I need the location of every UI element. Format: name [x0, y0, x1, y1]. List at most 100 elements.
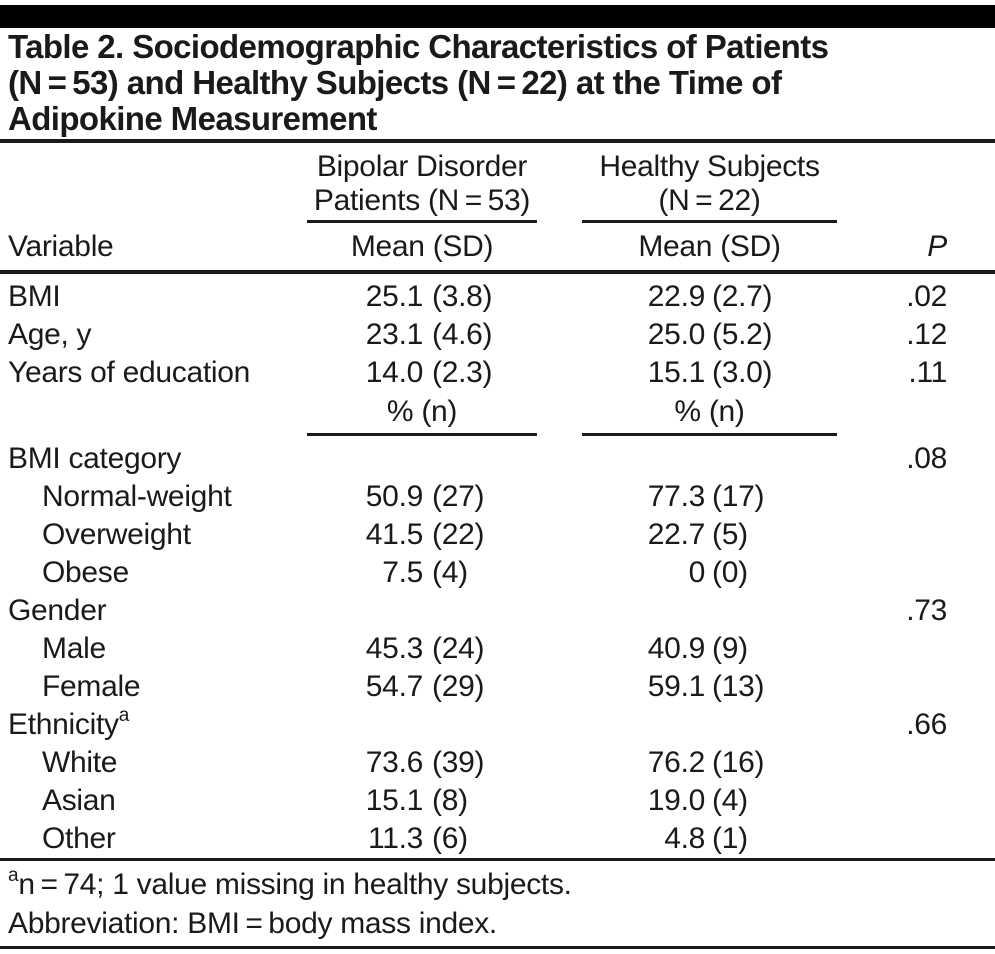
sd-value: (5.2) [712, 318, 773, 351]
table-row-female: Female 54.7 (29) 59.1 (13) [0, 668, 995, 706]
table-body: BMI 25.1 (3.8) 22.9 (2.7) .02 Age, y 23.1(… [0, 274, 995, 858]
footnote-marker: a [118, 705, 130, 726]
group1-line-1: Bipolar Disorder [316, 150, 528, 183]
healthy-value-cell: 0 (0) [582, 554, 837, 592]
patients-value-cell: 73.6 (39) [307, 744, 537, 782]
p-value-cell: .73 [906, 594, 947, 627]
patients-value-cell: 54.7 (29) [307, 668, 537, 706]
n-value: (4) [712, 784, 748, 817]
pct-n-header-patients: % (n) [307, 392, 537, 436]
row-label: Obese [42, 556, 129, 589]
group2-line-1: Healthy Subjects [599, 150, 820, 183]
table-title: Table 2. Sociodemographic Characteristic… [0, 29, 995, 137]
healthy-value-cell: 15.1 (3.0) [582, 354, 837, 392]
pct-value: 22.7 [647, 518, 706, 551]
n-value: (29) [432, 670, 485, 703]
column-gap [537, 554, 582, 592]
column-gap [537, 392, 582, 440]
n-value: (16) [712, 746, 765, 779]
table-row-bmi: BMI 25.1 (3.8) 22.9 (2.7) .02 [0, 278, 995, 316]
healthy-value-cell: 76.2 (16) [582, 744, 837, 782]
pct-value: 11.3 [368, 822, 423, 855]
patients-value-cell: 50.9 (27) [307, 478, 537, 516]
patients-value-cell [307, 592, 537, 630]
patients-value-cell: 7.5 (4) [307, 554, 537, 592]
column-group-header-healthy: Healthy Subjects (N = 22) [582, 150, 837, 218]
n-value: (27) [432, 480, 485, 513]
pct-value: 19.0 [647, 784, 706, 817]
patients-value-cell: 11.3 (6) [307, 820, 537, 858]
column-gap [537, 278, 582, 316]
row-label: Asian [42, 784, 116, 817]
footnote-abbreviation: Abbreviation: BMI = body mass index. [8, 904, 987, 943]
n-value: (24) [432, 632, 485, 665]
column-gap [537, 820, 582, 858]
mean-value: 15.1 [647, 356, 706, 389]
n-value: (6) [432, 822, 468, 855]
header-divider-rule [0, 270, 995, 274]
n-value: (13) [712, 670, 765, 703]
patients-value-cell [307, 440, 537, 478]
row-label: Normal-weight [42, 480, 232, 513]
patients-value-cell [307, 706, 537, 744]
mean-value: 14.0 [365, 356, 424, 389]
row-label: Female [42, 670, 141, 703]
row-label: Gender [8, 594, 107, 627]
pct-value: 4.8 [664, 822, 705, 855]
patients-value-cell: 15.1 (8) [307, 782, 537, 820]
pct-value: 40.9 [647, 632, 706, 665]
row-label-text: Ethnicity [8, 708, 119, 741]
row-label: BMI [8, 280, 61, 313]
pct-value: 50.9 [365, 480, 424, 513]
pct-value: 0 [688, 556, 706, 589]
patients-value-cell: 25.1 (3.8) [307, 278, 537, 316]
footnote-text: n = 74; 1 value missing in healthy subje… [18, 868, 572, 901]
pct-value: 59.1 [647, 670, 706, 703]
table-row-white: White 73.6 (39) 76.2 (16) [0, 744, 995, 782]
p-value-cell: .11 [908, 356, 947, 389]
p-value-cell [837, 630, 995, 668]
row-label: Ethnicitya [0, 706, 307, 744]
healthy-value-cell [582, 440, 837, 478]
n-value: (4) [432, 556, 468, 589]
title-divider-rule [0, 139, 995, 143]
n-value: (8) [432, 784, 468, 817]
column-header-row: Variable Mean (SD) Mean (SD) P [0, 224, 995, 270]
table-row-overweight: Overweight 41.5 (22) 22.7 (5) [0, 516, 995, 554]
footnote-a: an = 74; 1 value missing in healthy subj… [8, 865, 987, 904]
n-value: (0) [712, 556, 748, 589]
n-value: (9) [712, 632, 748, 665]
row-label: Age, y [8, 318, 92, 351]
table-row-obese: Obese 7.5 (4) 0 (0) [0, 554, 995, 592]
column-group-header-patients: Bipolar Disorder Patients (N = 53) [307, 150, 537, 218]
table-row-age: Age, y 23.1 (4.6) 25.0 (5.2) .12 [0, 316, 995, 354]
healthy-value-cell: 40.9 (9) [582, 630, 837, 668]
column-gap [537, 782, 582, 820]
p-value-cell [837, 668, 995, 706]
mean-value: 22.9 [647, 280, 706, 313]
table-row-normal-weight: Normal-weight 50.9 (27) 77.3 (17) [0, 478, 995, 516]
patients-value-cell: 14.0 (2.3) [307, 354, 537, 392]
p-value-cell [837, 554, 995, 592]
row-label: Other [42, 822, 116, 855]
healthy-value-cell: 22.9 (2.7) [582, 278, 837, 316]
healthy-value-cell: 77.3 (17) [582, 478, 837, 516]
healthy-value-cell: 19.0 (4) [582, 782, 837, 820]
pct-value: 15.1 [365, 784, 424, 817]
n-value: (22) [432, 518, 485, 551]
title-line-1: Table 2. Sociodemographic Characteristic… [8, 28, 829, 65]
pct-n-header-healthy: % (n) [582, 392, 837, 436]
column-gap [537, 478, 582, 516]
table-footnotes: an = 74; 1 value missing in healthy subj… [0, 861, 995, 943]
p-value-cell [837, 516, 995, 554]
n-value: (5) [712, 518, 748, 551]
footnote-text: Abbreviation: BMI = body mass index. [8, 907, 497, 940]
column-gap [537, 744, 582, 782]
pct-value: 45.3 [365, 632, 424, 665]
pct-value: 7.5 [382, 556, 423, 589]
n-value: (17) [712, 480, 765, 513]
table-row-education: Years of education 14.0 (2.3) 15.1 (3.0) .… [0, 354, 995, 392]
sd-value: (2.7) [712, 280, 773, 313]
column-gap [537, 440, 582, 478]
